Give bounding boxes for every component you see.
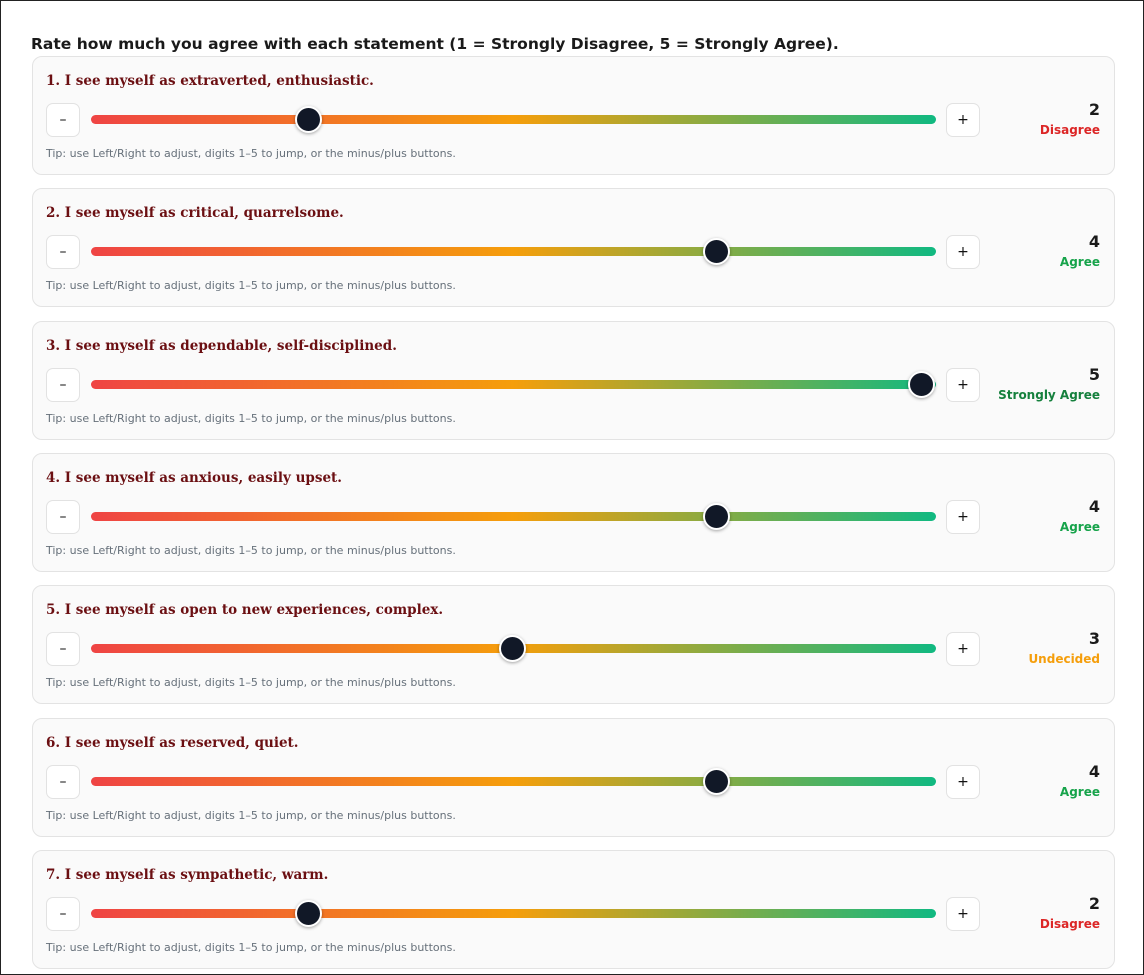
rating-slider[interactable] (91, 238, 936, 266)
keyboard-tip: Tip: use Left/Right to adjust, digits 1–… (46, 543, 456, 557)
increase-button[interactable]: + (946, 896, 980, 931)
question-card: 4. I see myself as anxious, easily upset… (32, 452, 1115, 572)
slider-thumb[interactable] (703, 502, 731, 530)
rating-value: 4 (1088, 232, 1100, 252)
question-text: 4. I see myself as anxious, easily upset… (46, 469, 342, 486)
keyboard-tip: Tip: use Left/Right to adjust, digits 1–… (46, 147, 456, 160)
rating-value: 4 (1088, 761, 1100, 781)
question-card: 3. I see myself as dependable, self-disc… (32, 320, 1115, 440)
question-card: 2. I see myself as critical, quarrelsome… (32, 188, 1115, 308)
slider-thumb[interactable] (907, 370, 935, 398)
keyboard-tip: Tip: use Left/Right to adjust, digits 1–… (46, 808, 456, 822)
increase-button[interactable]: + (946, 499, 980, 534)
decrease-button[interactable]: – (46, 103, 80, 137)
slider-thumb[interactable] (499, 635, 526, 663)
rating-value: 4 (1088, 496, 1100, 516)
question-card: 5. I see myself as open to new experienc… (32, 585, 1115, 705)
rating-slider[interactable] (91, 767, 936, 795)
rating-slider[interactable] (91, 635, 936, 663)
rating-value: 5 (1088, 364, 1100, 384)
instructions-heading: Rate how much you agree with each statem… (31, 35, 839, 53)
decrease-button[interactable]: – (46, 367, 80, 402)
slider-thumb[interactable] (703, 767, 731, 795)
rating-slider[interactable] (91, 106, 936, 133)
rating-slider[interactable] (91, 502, 936, 530)
rating-label: Strongly Agree (998, 387, 1100, 402)
rating-slider[interactable] (91, 370, 936, 398)
keyboard-tip: Tip: use Left/Right to adjust, digits 1–… (46, 940, 456, 954)
rating-label: Agree (1059, 519, 1100, 534)
question-card: 1. I see myself as extraverted, enthusia… (32, 56, 1115, 175)
increase-button[interactable]: + (946, 235, 980, 270)
question-text: 5. I see myself as open to new experienc… (46, 602, 444, 619)
slider-thumb[interactable] (294, 106, 322, 133)
keyboard-tip: Tip: use Left/Right to adjust, digits 1–… (46, 279, 456, 293)
question-text: 2. I see myself as critical, quarrelsome… (46, 205, 344, 222)
rating-slider[interactable] (91, 899, 936, 927)
rating-value: 2 (1088, 893, 1100, 913)
increase-button[interactable]: + (946, 103, 980, 137)
rating-label: Undecided (1028, 652, 1100, 667)
rating-label: Agree (1059, 255, 1100, 270)
question-text: 3. I see myself as dependable, self-disc… (46, 337, 397, 354)
slider-thumb[interactable] (703, 238, 731, 266)
slider-thumb[interactable] (294, 899, 322, 927)
keyboard-tip: Tip: use Left/Right to adjust, digits 1–… (46, 676, 456, 690)
rating-label: Disagree (1039, 123, 1100, 137)
decrease-button[interactable]: – (46, 235, 80, 270)
rating-label: Disagree (1039, 916, 1100, 931)
rating-value: 3 (1088, 629, 1100, 649)
question-text: 6. I see myself as reserved, quiet. (46, 734, 299, 751)
increase-button[interactable]: + (946, 367, 980, 402)
increase-button[interactable]: + (946, 632, 980, 667)
decrease-button[interactable]: – (46, 499, 80, 534)
rating-label: Agree (1059, 784, 1100, 799)
question-text: 7. I see myself as sympathetic, warm. (46, 866, 329, 883)
question-card: 6. I see myself as reserved, quiet. – + … (32, 717, 1115, 837)
question-card: 7. I see myself as sympathetic, warm. – … (32, 849, 1115, 969)
rating-value: 2 (1088, 100, 1100, 119)
decrease-button[interactable]: – (46, 764, 80, 799)
keyboard-tip: Tip: use Left/Right to adjust, digits 1–… (46, 411, 456, 425)
question-text: 1. I see myself as extraverted, enthusia… (46, 73, 374, 89)
decrease-button[interactable]: – (46, 896, 80, 931)
decrease-button[interactable]: – (46, 632, 80, 667)
increase-button[interactable]: + (946, 764, 980, 799)
